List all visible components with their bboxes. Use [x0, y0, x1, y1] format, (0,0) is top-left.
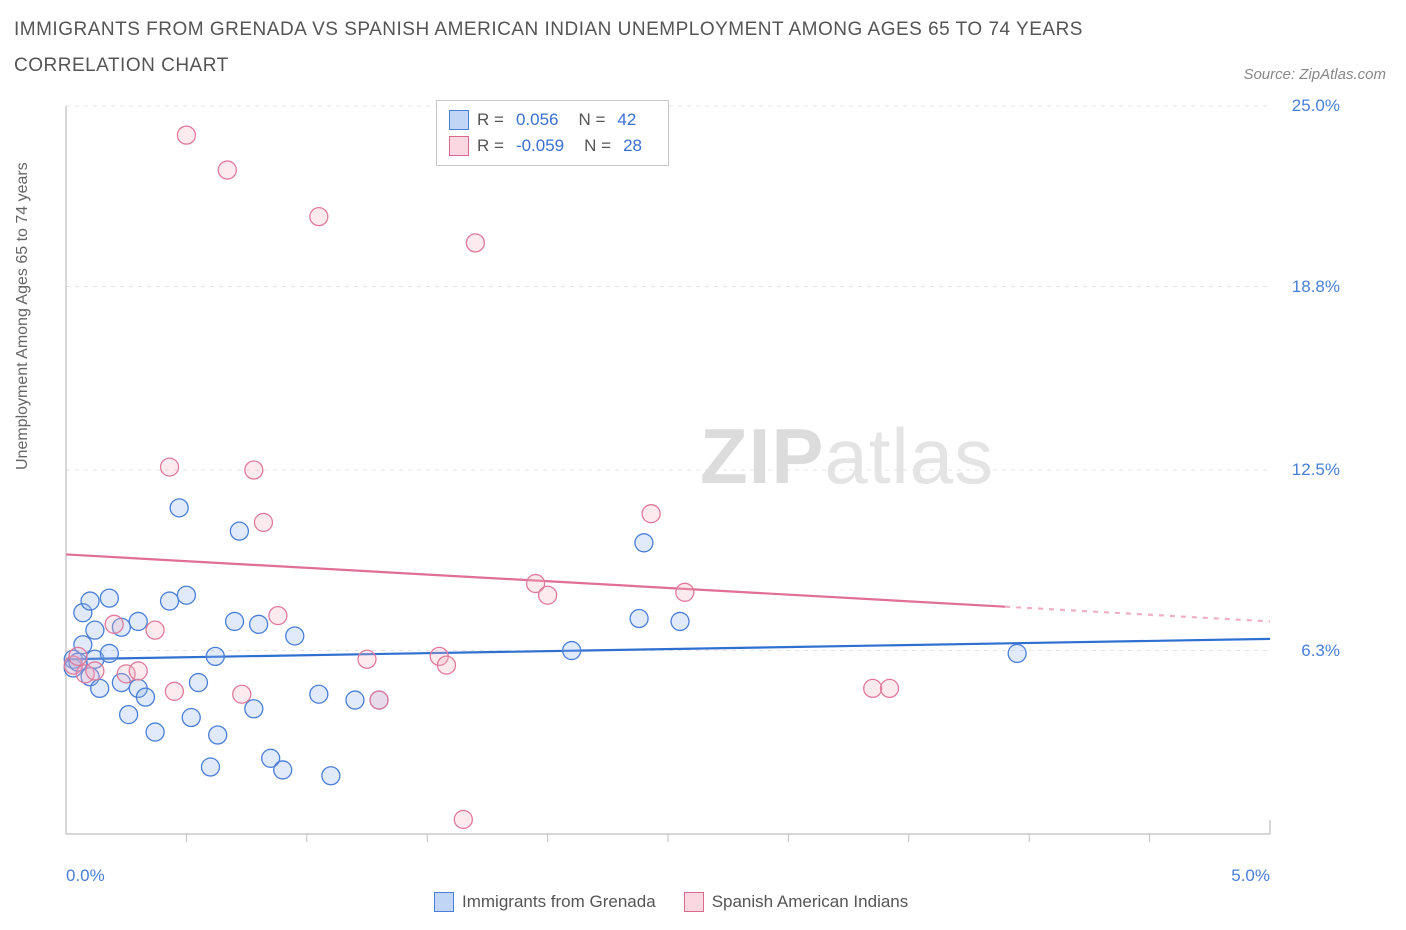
- r-value-pink: -0.059: [516, 136, 564, 156]
- x-tick-label: 0.0%: [66, 866, 105, 886]
- stats-row-blue: R = 0.056 N = 42: [449, 107, 654, 133]
- legend-bottom: Immigrants from Grenada Spanish American…: [434, 892, 908, 912]
- legend-label-pink: Spanish American Indians: [712, 892, 909, 912]
- scatter-plot: ZIPatlas 6.3%12.5%18.8%25.0%0.0%5.0%: [60, 100, 1340, 840]
- n-label: N =: [584, 136, 611, 156]
- x-tick-label: 5.0%: [1231, 866, 1270, 886]
- watermark-bold: ZIP: [700, 412, 824, 500]
- y-tick-label: 6.3%: [1301, 641, 1340, 661]
- n-value-pink: 28: [623, 136, 642, 156]
- y-axis-label: Unemployment Among Ages 65 to 74 years: [14, 162, 32, 470]
- watermark: ZIPatlas: [700, 411, 994, 502]
- r-value-blue: 0.056: [516, 110, 559, 130]
- legend-item-blue: Immigrants from Grenada: [434, 892, 656, 912]
- stats-row-pink: R = -0.059 N = 28: [449, 133, 654, 159]
- chart-title: IMMIGRANTS FROM GRENADA VS SPANISH AMERI…: [14, 12, 1114, 84]
- source-label: Source: ZipAtlas.com: [1243, 66, 1386, 83]
- y-tick-label: 25.0%: [1292, 96, 1340, 116]
- swatch-blue-icon: [449, 110, 469, 130]
- n-label: N =: [578, 110, 605, 130]
- swatch-pink-icon: [449, 136, 469, 156]
- y-tick-label: 12.5%: [1292, 460, 1340, 480]
- legend-label-blue: Immigrants from Grenada: [462, 892, 656, 912]
- n-value-blue: 42: [617, 110, 636, 130]
- r-label: R =: [477, 110, 504, 130]
- legend-item-pink: Spanish American Indians: [684, 892, 909, 912]
- swatch-blue-icon: [434, 892, 454, 912]
- stats-legend-box: R = 0.056 N = 42 R = -0.059 N = 28: [436, 100, 669, 166]
- watermark-light: atlas: [824, 412, 994, 500]
- r-label: R =: [477, 136, 504, 156]
- y-tick-label: 18.8%: [1292, 277, 1340, 297]
- swatch-pink-icon: [684, 892, 704, 912]
